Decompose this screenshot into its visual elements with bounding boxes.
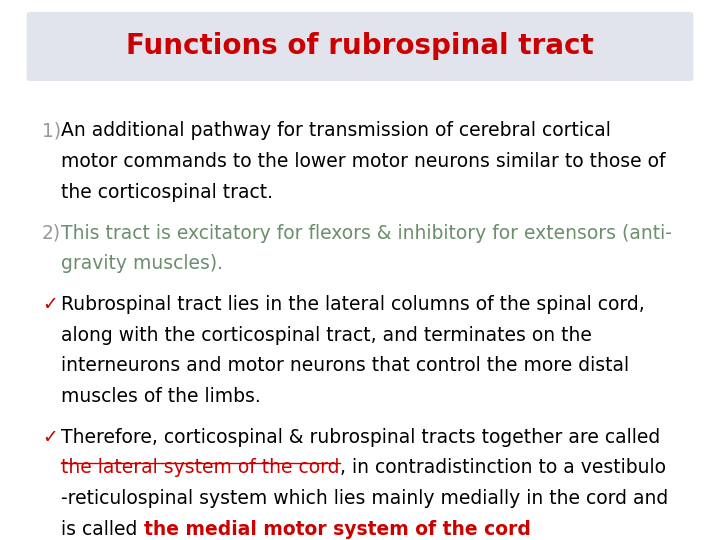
Text: ✓: ✓ [42, 428, 58, 447]
Text: Therefore, corticospinal & rubrospinal tracts together are called: Therefore, corticospinal & rubrospinal t… [61, 428, 660, 447]
Text: This tract is excitatory for flexors & inhibitory for extensors (anti-: This tract is excitatory for flexors & i… [61, 224, 672, 242]
Text: is called: is called [61, 520, 143, 539]
Text: -reticulospinal system which lies mainly medially in the cord and: -reticulospinal system which lies mainly… [61, 489, 668, 508]
Text: interneurons and motor neurons that control the more distal: interneurons and motor neurons that cont… [61, 356, 629, 375]
Text: ✓: ✓ [42, 295, 58, 314]
Text: along with the corticospinal tract, and terminates on the: along with the corticospinal tract, and … [61, 326, 592, 345]
Text: motor commands to the lower motor neurons similar to those of: motor commands to the lower motor neuron… [61, 152, 666, 171]
Text: Functions of rubrospinal tract: Functions of rubrospinal tract [126, 32, 594, 60]
Text: 2): 2) [42, 224, 61, 242]
Text: 1): 1) [42, 122, 61, 140]
FancyBboxPatch shape [27, 12, 693, 81]
Text: , in contradistinction to a vestibulo: , in contradistinction to a vestibulo [340, 458, 666, 477]
Text: Rubrospinal tract lies in the lateral columns of the spinal cord,: Rubrospinal tract lies in the lateral co… [61, 295, 645, 314]
Text: gravity muscles).: gravity muscles). [61, 254, 223, 273]
Text: the medial motor system of the cord: the medial motor system of the cord [143, 520, 531, 539]
Text: the corticospinal tract.: the corticospinal tract. [61, 183, 273, 202]
Text: muscles of the limbs.: muscles of the limbs. [61, 387, 261, 406]
Text: An additional pathway for transmission of cerebral cortical: An additional pathway for transmission o… [61, 122, 611, 140]
Text: the lateral system of the cord: the lateral system of the cord [61, 458, 340, 477]
